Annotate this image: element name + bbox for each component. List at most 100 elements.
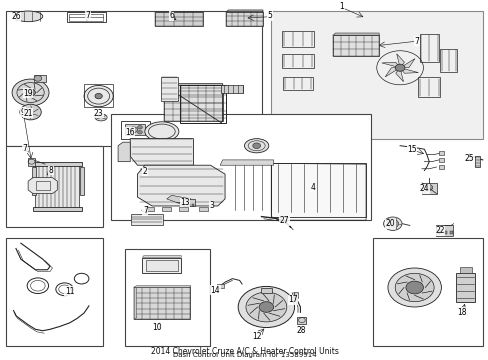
Ellipse shape [383,217,401,230]
Text: 2014 Chevrolet Cruze A/C & Heater Control Units: 2014 Chevrolet Cruze A/C & Heater Contro… [150,347,338,356]
Ellipse shape [144,122,179,141]
Bar [332,35,379,57]
Text: 20: 20 [385,219,394,228]
Bar [164,85,222,121]
Text: 1: 1 [339,2,344,11]
Bar [282,31,313,48]
Bar [162,207,171,211]
Text: 4: 4 [309,183,314,192]
Circle shape [26,89,35,96]
Bar [6,11,261,146]
Bar [438,158,444,162]
Polygon shape [220,160,273,165]
Bar [191,204,194,206]
Polygon shape [28,177,57,194]
Text: 27: 27 [279,216,288,225]
Polygon shape [385,68,399,77]
Circle shape [387,268,441,307]
Text: 12: 12 [251,332,261,341]
Polygon shape [399,68,418,73]
Text: 8: 8 [48,166,53,175]
Circle shape [405,281,423,294]
Text: 5: 5 [267,11,272,20]
Bar [69,14,103,21]
Bar [282,54,313,68]
Bar [35,165,79,208]
Bar [36,181,49,190]
Polygon shape [226,10,263,12]
Polygon shape [333,33,378,35]
Circle shape [252,143,260,149]
Bar [372,238,482,346]
Bar [293,292,297,298]
Text: 25: 25 [464,154,473,163]
Circle shape [394,273,433,302]
Circle shape [238,287,294,328]
Bar [419,34,438,62]
Bar [134,288,189,319]
Bar [455,273,474,302]
Bar [226,12,262,26]
Bar [216,284,224,288]
Text: 6: 6 [169,11,174,20]
Polygon shape [142,256,181,257]
Bar [421,183,436,194]
Bar [261,288,271,293]
Circle shape [129,127,137,132]
Ellipse shape [84,85,113,107]
Text: 7: 7 [142,206,147,215]
Bar [33,162,81,166]
Polygon shape [396,54,404,68]
Polygon shape [134,286,191,288]
Bar [160,77,177,100]
Bar [183,204,185,206]
Ellipse shape [95,94,102,99]
Bar [180,85,226,122]
Circle shape [12,79,49,106]
Bar [146,260,177,271]
Bar [221,85,243,94]
Bar [417,77,439,97]
Ellipse shape [244,139,268,153]
Bar [125,248,210,346]
Polygon shape [166,195,191,206]
Bar [125,125,144,135]
Text: 10: 10 [152,323,162,332]
Bar [437,231,440,234]
Circle shape [386,220,398,228]
Polygon shape [381,62,399,68]
Bar [187,204,189,206]
Text: 23: 23 [94,109,103,118]
Bar [67,12,106,22]
Bar [438,151,444,154]
Text: Dash Control Unit Diagram for 13589914: Dash Control Unit Diagram for 13589914 [172,352,316,358]
Text: 14: 14 [210,286,220,295]
Polygon shape [134,288,136,319]
Bar [33,207,81,211]
Circle shape [34,76,41,81]
Bar [111,114,370,220]
Bar [474,156,479,167]
Bar [131,214,163,225]
Text: 17: 17 [288,296,297,305]
Text: 15: 15 [407,145,416,154]
Bar [438,165,444,169]
Polygon shape [137,165,224,206]
Bar [283,77,312,90]
Circle shape [394,64,404,71]
Ellipse shape [95,114,107,121]
Bar [182,198,194,206]
Bar [6,146,103,227]
Text: 28: 28 [296,325,305,334]
Circle shape [423,184,432,191]
Circle shape [137,126,142,129]
Text: 13: 13 [180,198,190,207]
Polygon shape [395,68,403,82]
Polygon shape [118,142,130,162]
Text: 7: 7 [414,37,419,46]
Text: 26: 26 [11,12,21,21]
Bar [271,163,366,217]
Text: 22: 22 [434,226,444,235]
Text: 9: 9 [21,108,26,117]
Bar [31,167,36,195]
